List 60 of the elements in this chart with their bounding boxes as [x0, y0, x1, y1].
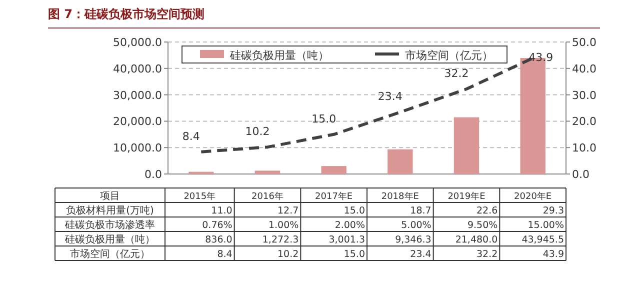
- data-label: 32.2: [476, 249, 498, 260]
- text: 9.50%: [467, 220, 498, 231]
- text: 11.0: [211, 206, 232, 216]
- y-tick-label: 20,000.0: [113, 115, 162, 128]
- text: 负极材料用量(万吨): [66, 206, 154, 216]
- text: 15.00%: [528, 220, 564, 231]
- data-label: 23.4: [410, 249, 432, 260]
- y-tick-label: 40,000.0: [113, 62, 162, 76]
- text: 43.9: [528, 51, 554, 64]
- bar: [321, 166, 346, 174]
- y2-tick-label: 30.0: [572, 88, 596, 102]
- y-tick-label: 0.0: [144, 168, 162, 181]
- bar: [454, 117, 480, 174]
- bar: [254, 170, 280, 174]
- data-label: 1,272.3: [262, 234, 299, 246]
- data-label: 21,480.0: [455, 234, 498, 246]
- text: 18.7: [410, 206, 432, 216]
- x-tick-label: 2019年E: [448, 191, 486, 202]
- data-label: 15.0: [344, 249, 365, 260]
- chart-title: 图 7：硅碳负极市场空间预测: [48, 7, 205, 21]
- bar: [388, 149, 413, 174]
- data-label: 9,346.3: [395, 234, 432, 246]
- text: 8.4: [182, 130, 200, 143]
- data-label: 836.0: [205, 234, 232, 246]
- y2-tick-label: 20.0: [572, 115, 596, 128]
- text: 32.2: [444, 66, 469, 80]
- text: 29.3: [542, 206, 564, 216]
- text: 15.0: [344, 206, 365, 216]
- data-label: 43,945.5: [522, 234, 564, 246]
- data-label: 10.2: [278, 249, 299, 260]
- data-label: 43.9: [542, 249, 564, 260]
- x-tick-label: 2015年: [184, 191, 216, 202]
- text: 5.00%: [401, 220, 432, 231]
- data-label: 8.4: [217, 249, 232, 260]
- text: 0.76%: [202, 220, 232, 231]
- y2-tick-label: 50.0: [572, 36, 596, 49]
- text: 23.4: [378, 90, 402, 104]
- y2-tick-label: 0.0: [572, 168, 590, 181]
- text: 12.7: [278, 206, 299, 216]
- y2-tick-label: 40.0: [572, 62, 596, 76]
- text: 硅碳负极用量（吨）: [65, 234, 155, 246]
- y-tick-label: 10,000.0: [113, 142, 162, 155]
- text: 1.00%: [268, 220, 299, 231]
- text: 22.6: [476, 206, 498, 216]
- text: 10.2: [245, 125, 270, 138]
- y-tick-label: 50,000.0: [113, 36, 162, 49]
- text: 项目: [100, 191, 120, 202]
- x-tick-label: 2018年E: [381, 191, 420, 202]
- data-label: 3,001.3: [328, 234, 365, 246]
- annotation: 15.0: [312, 112, 336, 126]
- legend-label: 硅碳负极用量（吨）: [229, 49, 329, 62]
- text: 硅碳负极市场渗透率: [65, 220, 155, 231]
- y2-tick-label: 10.0: [572, 142, 596, 155]
- x-tick-label: 2016年: [252, 191, 284, 202]
- legend-label: 市场空间（亿元）: [405, 49, 493, 62]
- text: 2.00%: [334, 220, 365, 231]
- text: 市场空间（亿元）: [70, 249, 150, 260]
- x-tick-label: 2017年E: [315, 191, 353, 202]
- x-tick-label: 2020年E: [514, 191, 552, 202]
- y-tick-label: 30,000.0: [113, 88, 162, 102]
